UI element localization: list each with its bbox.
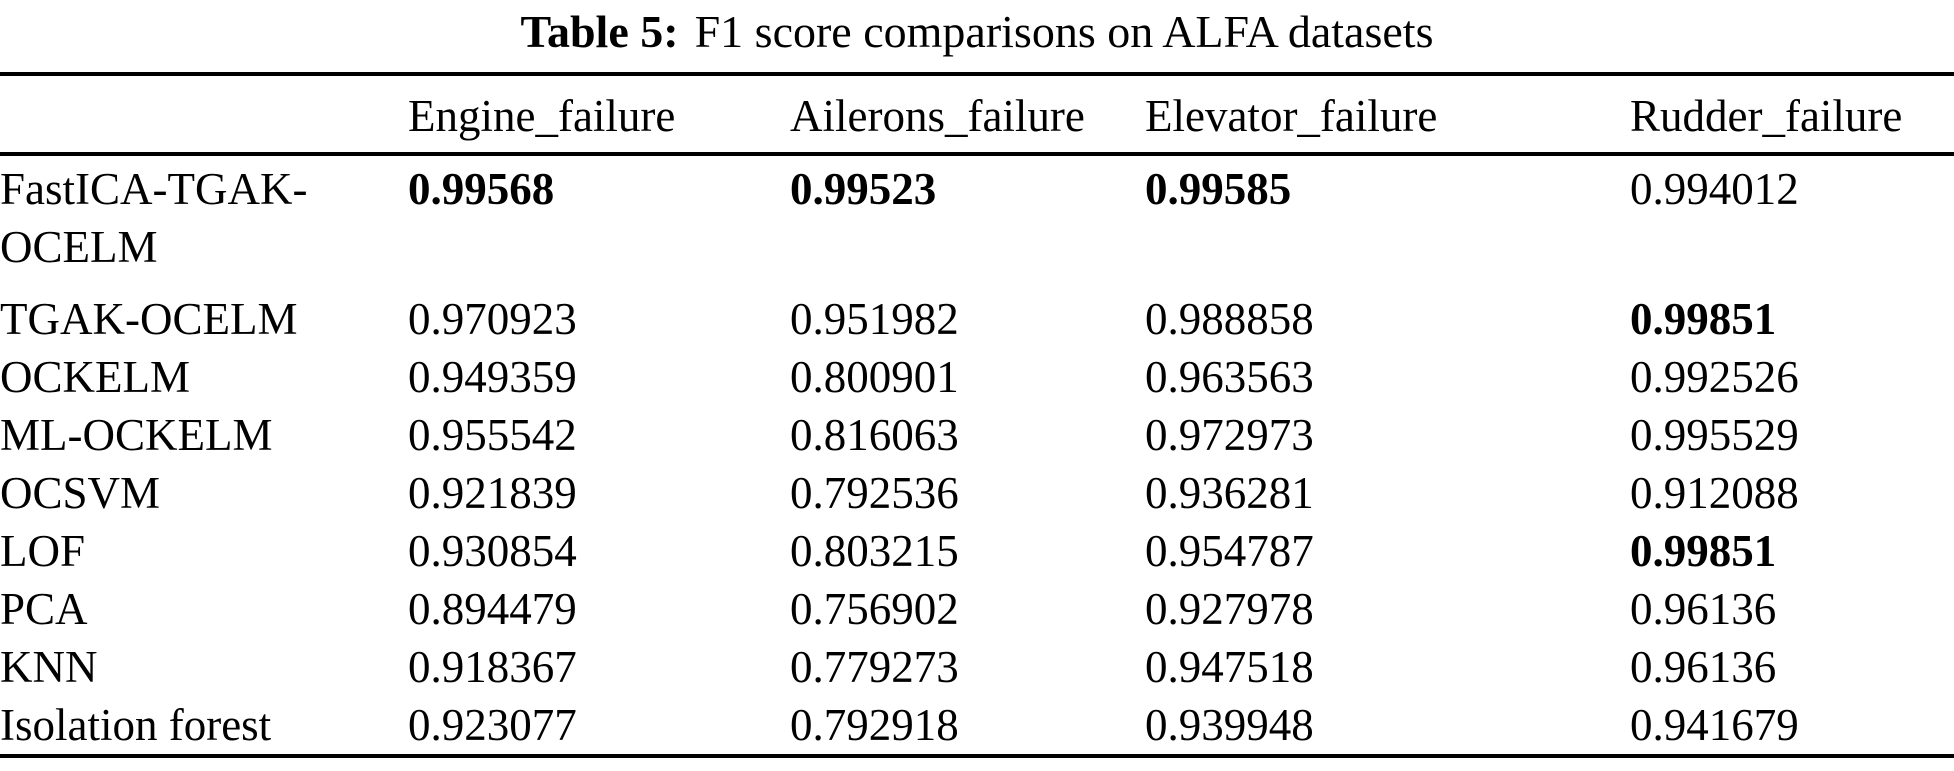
method-name: KNN	[0, 642, 98, 692]
f1-value: 0.972973	[1145, 410, 1314, 460]
f1-value: 0.994012	[1630, 164, 1799, 214]
f1-value: 0.949359	[408, 352, 577, 402]
f1-value: 0.912088	[1630, 468, 1799, 518]
table-row: FastICA-TGAK-OCELM 0.99568 0.99523 0.99585 0…	[0, 154, 1954, 290]
f1-score-table: Engine_failure Ailerons_failure Elevator_f…	[0, 72, 1954, 758]
column-header-empty	[0, 74, 408, 156]
f1-value: 0.936281	[1145, 468, 1314, 518]
method-name: OCKELM	[0, 352, 190, 402]
f1-value: 0.988858	[1145, 294, 1314, 344]
table-row: ML-OCKELM 0.955542 0.816063 0.972973 0.99552…	[0, 406, 1954, 464]
f1-value: 0.941679	[1630, 700, 1799, 750]
method-name: FastICA-TGAK-OCELM	[0, 164, 308, 272]
f1-value: 0.992526	[1630, 352, 1799, 402]
method-name: LOF	[0, 526, 86, 576]
f1-value: 0.951982	[790, 294, 959, 344]
table-caption-number: Table 5:	[520, 6, 679, 57]
column-header: Rudder_failure	[1630, 74, 1954, 156]
table-row: Isolation forest 0.923077 0.792918 0.939948…	[0, 696, 1954, 756]
f1-value: 0.803215	[790, 526, 959, 576]
table-body: FastICA-TGAK-OCELM 0.99568 0.99523 0.99585 0…	[0, 154, 1954, 756]
f1-value: 0.939948	[1145, 700, 1314, 750]
f1-value: 0.792918	[790, 700, 959, 750]
table-row: LOF 0.930854 0.803215 0.954787 0.99851	[0, 522, 1954, 580]
method-name: TGAK-OCELM	[0, 294, 298, 344]
table-caption: Table 5: F1 score comparisons on ALFA dat…	[0, 0, 1954, 60]
table-row: KNN 0.918367 0.779273 0.947518 0.96136	[0, 638, 1954, 696]
f1-value: 0.99851	[1630, 294, 1777, 344]
method-name: ML-OCKELM	[0, 410, 273, 460]
table-row: OCKELM 0.949359 0.800901 0.963563 0.992526	[0, 348, 1954, 406]
f1-value: 0.96136	[1630, 642, 1777, 692]
table-row: PCA 0.894479 0.756902 0.927978 0.96136	[0, 580, 1954, 638]
table-header: Engine_failure Ailerons_failure Elevator_f…	[0, 74, 1954, 156]
column-header: Engine_failure	[408, 74, 790, 156]
f1-value: 0.970923	[408, 294, 577, 344]
f1-value: 0.963563	[1145, 352, 1314, 402]
f1-value: 0.918367	[408, 642, 577, 692]
f1-value: 0.947518	[1145, 642, 1314, 692]
f1-value: 0.99568	[408, 164, 555, 214]
table-row: TGAK-OCELM 0.970923 0.951982 0.988858 0.9985…	[0, 290, 1954, 348]
f1-value: 0.756902	[790, 584, 959, 634]
f1-value: 0.930854	[408, 526, 577, 576]
f1-value: 0.955542	[408, 410, 577, 460]
table-caption-text: F1 score comparisons on ALFA datasets	[694, 6, 1434, 57]
f1-value: 0.923077	[408, 700, 577, 750]
f1-value: 0.894479	[408, 584, 577, 634]
method-name: Isolation forest	[0, 700, 272, 750]
f1-value: 0.99523	[790, 164, 937, 214]
f1-value: 0.921839	[408, 468, 577, 518]
f1-value: 0.779273	[790, 642, 959, 692]
f1-value: 0.99851	[1630, 526, 1777, 576]
f1-value: 0.792536	[790, 468, 959, 518]
f1-value: 0.954787	[1145, 526, 1314, 576]
f1-value: 0.995529	[1630, 410, 1799, 460]
f1-value: 0.927978	[1145, 584, 1314, 634]
column-header: Ailerons_failure	[790, 74, 1145, 156]
f1-value: 0.816063	[790, 410, 959, 460]
f1-value: 0.800901	[790, 352, 959, 402]
column-header: Elevator_failure	[1145, 74, 1630, 156]
f1-value: 0.96136	[1630, 584, 1777, 634]
f1-value: 0.99585	[1145, 164, 1292, 214]
table-row: OCSVM 0.921839 0.792536 0.936281 0.912088	[0, 464, 1954, 522]
method-name: PCA	[0, 584, 88, 634]
method-name: OCSVM	[0, 468, 161, 518]
header-row: Engine_failure Ailerons_failure Elevator_f…	[0, 74, 1954, 156]
